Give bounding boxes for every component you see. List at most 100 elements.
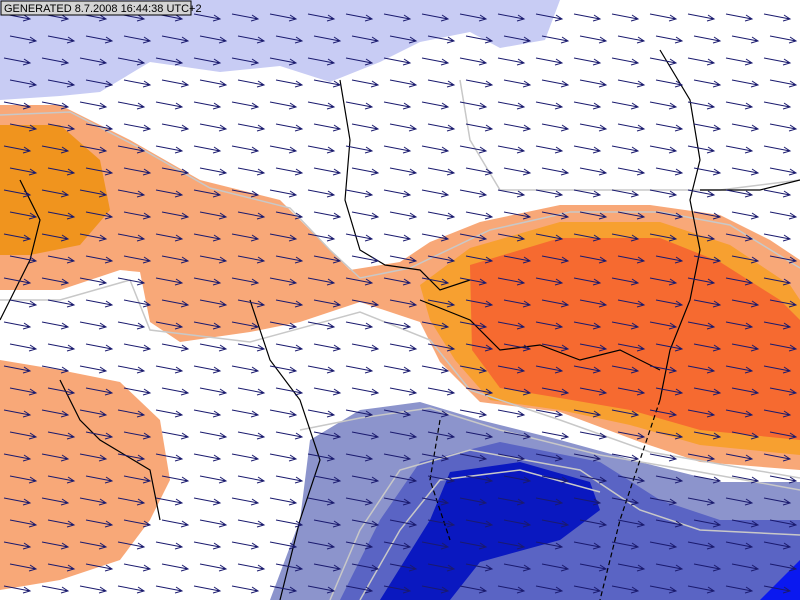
wind-arrow xyxy=(313,563,342,572)
wind-arrow xyxy=(649,409,678,418)
wind-arrow xyxy=(497,57,526,66)
wind-arrow xyxy=(389,299,418,308)
wind-arrow xyxy=(541,211,570,220)
wind-arrow xyxy=(9,387,38,396)
wind-arrow xyxy=(769,35,798,44)
wind-arrow xyxy=(47,167,76,176)
wind-arrow xyxy=(687,57,716,66)
wind-arrow xyxy=(231,233,260,242)
wind-arrow xyxy=(199,255,228,264)
wind-arrow xyxy=(579,343,608,352)
wind-arrow xyxy=(155,101,184,110)
wind-arrow xyxy=(503,343,532,352)
wind-arrow xyxy=(307,541,336,550)
wind-arrow xyxy=(161,475,190,484)
wind-arrow xyxy=(649,145,678,154)
wind-arrow xyxy=(617,35,646,44)
wind-arrow xyxy=(465,35,494,44)
wind-arrow xyxy=(275,35,304,44)
wind-arrow xyxy=(117,189,146,198)
wind-arrow xyxy=(123,255,152,264)
wind-arrow xyxy=(421,497,450,506)
wind-arrow xyxy=(117,145,146,154)
wind-arrow xyxy=(459,189,488,198)
wind-arrow xyxy=(503,475,532,484)
wind-arrow xyxy=(421,277,450,286)
wind-arrow xyxy=(465,563,494,572)
wind-arrow xyxy=(573,189,602,198)
wind-arrow xyxy=(617,519,646,528)
wind-arrow xyxy=(725,233,754,242)
wind-arrow xyxy=(693,255,722,264)
wind-arrow xyxy=(3,409,32,418)
wind-arrow xyxy=(123,563,152,572)
wind-arrow xyxy=(383,101,412,110)
wind-arrow xyxy=(541,167,570,176)
wind-arrow xyxy=(9,211,38,220)
wind-arrow xyxy=(47,211,76,220)
wind-arrow xyxy=(269,585,298,594)
wind-arrow xyxy=(769,387,798,396)
wind-arrow xyxy=(351,35,380,44)
wind-arrow xyxy=(579,475,608,484)
wind-arrow xyxy=(307,189,336,198)
wind-arrow xyxy=(117,57,146,66)
wind-arrow xyxy=(155,57,184,66)
wind-arrow xyxy=(79,321,108,330)
wind-arrow xyxy=(237,79,266,88)
wind-arrow xyxy=(617,299,646,308)
wind-arrow xyxy=(617,167,646,176)
wind-arrow xyxy=(611,145,640,154)
wind-arrow xyxy=(497,145,526,154)
wind-arrow xyxy=(731,79,760,88)
wind-arrow xyxy=(763,541,792,550)
wind-arrow xyxy=(687,365,716,374)
wind-arrow xyxy=(41,453,70,462)
wind-arrow xyxy=(123,475,152,484)
wind-arrow xyxy=(573,585,602,594)
wind-arrow xyxy=(351,563,380,572)
wind-arrow xyxy=(275,123,304,132)
wind-arrow xyxy=(611,585,640,594)
wind-arrow xyxy=(427,167,456,176)
wind-arrow xyxy=(117,365,146,374)
wind-arrow xyxy=(693,123,722,132)
wind-arrow xyxy=(47,299,76,308)
wind-arrow xyxy=(269,321,298,330)
wind-arrow xyxy=(731,519,760,528)
wind-arrow xyxy=(763,409,792,418)
wind-arrow xyxy=(421,409,450,418)
wind-arrow xyxy=(535,497,564,506)
wind-arrow xyxy=(541,519,570,528)
wind-arrow xyxy=(383,365,412,374)
wind-arrow xyxy=(693,431,722,440)
wind-arrow xyxy=(3,541,32,550)
wind-arrow xyxy=(85,123,114,132)
wind-arrow xyxy=(345,145,374,154)
wind-arrow xyxy=(269,13,298,22)
wind-arrow xyxy=(579,211,608,220)
wind-arrow xyxy=(117,277,146,286)
wind-arrow xyxy=(313,211,342,220)
wind-arrow xyxy=(85,519,114,528)
wind-arrow xyxy=(649,57,678,66)
wind-arrow xyxy=(237,167,266,176)
wind-arrow xyxy=(611,189,640,198)
wind-arrow xyxy=(573,13,602,22)
wind-arrow xyxy=(345,57,374,66)
wind-arrow xyxy=(85,79,114,88)
wind-arrow xyxy=(655,475,684,484)
wind-arrow xyxy=(687,321,716,330)
wind-arrow xyxy=(313,123,342,132)
wind-arrow xyxy=(9,431,38,440)
wind-arrow xyxy=(649,321,678,330)
wind-arrow xyxy=(573,277,602,286)
wind-arrow xyxy=(655,255,684,264)
wind-arrow xyxy=(541,79,570,88)
wind-arrow xyxy=(313,387,342,396)
wind-arrow xyxy=(655,431,684,440)
wind-arrow xyxy=(617,79,646,88)
wind-arrow xyxy=(725,321,754,330)
wind-arrow xyxy=(199,519,228,528)
wind-arrow xyxy=(693,387,722,396)
